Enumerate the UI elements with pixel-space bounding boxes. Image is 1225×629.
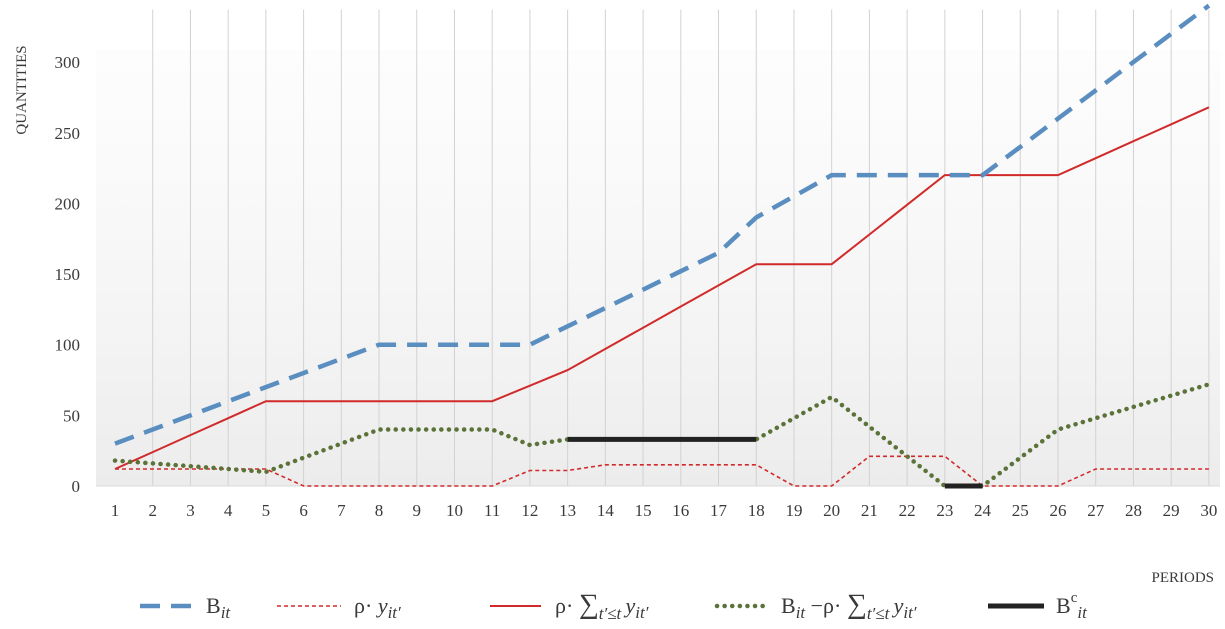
x-axis-label: PERIODS [1151, 570, 1214, 586]
legend-label-bit: Bit [206, 593, 231, 622]
legend: Bit ρ· yit′ ρ· ∑t′≤t yit′ Bit −ρ· ∑t′≤t yit… [140, 589, 1088, 623]
legend-label-bc: Bcit [1056, 590, 1088, 622]
series-1 [115, 455, 1209, 487]
x-tick-label: 9 [413, 501, 422, 520]
x-tick-label: 7 [337, 501, 346, 520]
x-tick-label: 20 [823, 501, 840, 520]
x-tick-label: 15 [635, 501, 652, 520]
series-line [114, 3, 1211, 446]
series-2 [114, 106, 1210, 470]
series-4 [567, 436, 983, 489]
x-tick-labels: 1 2 3 4 5 6 7 8 9 10 11 12 13 14 15 16 17 18 19 20 21 22 23 24 2… [111, 501, 1218, 520]
x-tick-label: 11 [484, 501, 500, 520]
x-tick-label: 28 [1125, 501, 1142, 520]
x-tick-label: 8 [375, 501, 384, 520]
x-tick-label: 30 [1200, 501, 1217, 520]
y-tick-label: 150 [55, 265, 81, 284]
x-tick-label: 19 [785, 501, 802, 520]
x-tick-label: 2 [148, 501, 157, 520]
y-tick-label: 50 [63, 406, 80, 425]
x-tick-label: 10 [446, 501, 463, 520]
grid [96, 9, 1220, 487]
x-tick-label: 12 [521, 501, 538, 520]
x-tick-label: 24 [974, 501, 992, 520]
legend-label-slack: Bit −ρ· ∑t′≤t yit′ [781, 589, 917, 623]
y-tick-label: 200 [55, 194, 81, 213]
x-tick-label: 22 [899, 501, 916, 520]
legend-label-rho-y: ρ· yit′ [354, 593, 401, 622]
series-0 [114, 3, 1211, 446]
series-line [115, 455, 1209, 487]
x-tick-label: 18 [748, 501, 765, 520]
x-tick-label: 1 [111, 501, 120, 520]
y-axis-label: QUANTITIES [14, 45, 30, 134]
x-tick-label: 25 [1012, 501, 1029, 520]
y-tick-label: 0 [72, 477, 81, 496]
x-tick-label: 16 [672, 501, 689, 520]
plot-background [96, 50, 1220, 486]
x-tick-label: 17 [710, 501, 728, 520]
legend-label-rho-sum: ρ· ∑t′≤t yit′ [555, 589, 649, 623]
y-tick-label: 100 [55, 336, 81, 355]
x-tick-label: 29 [1163, 501, 1180, 520]
x-tick-label: 5 [262, 501, 271, 520]
x-tick-label: 27 [1087, 501, 1105, 520]
x-tick-label: 14 [597, 501, 615, 520]
x-tick-label: 6 [299, 501, 308, 520]
series-layer [112, 3, 1212, 489]
y-tick-label: 300 [55, 53, 81, 72]
x-tick-label: 4 [224, 501, 233, 520]
y-tick-labels: 0 50 100 150 200 250 300 [55, 53, 81, 496]
x-tick-label: 3 [186, 501, 195, 520]
x-tick-label: 13 [559, 501, 576, 520]
x-tick-label: 26 [1050, 501, 1067, 520]
x-tick-label: 23 [936, 501, 953, 520]
series-line [114, 106, 1210, 470]
x-tick-label: 21 [861, 501, 878, 520]
y-tick-label: 250 [55, 124, 81, 143]
